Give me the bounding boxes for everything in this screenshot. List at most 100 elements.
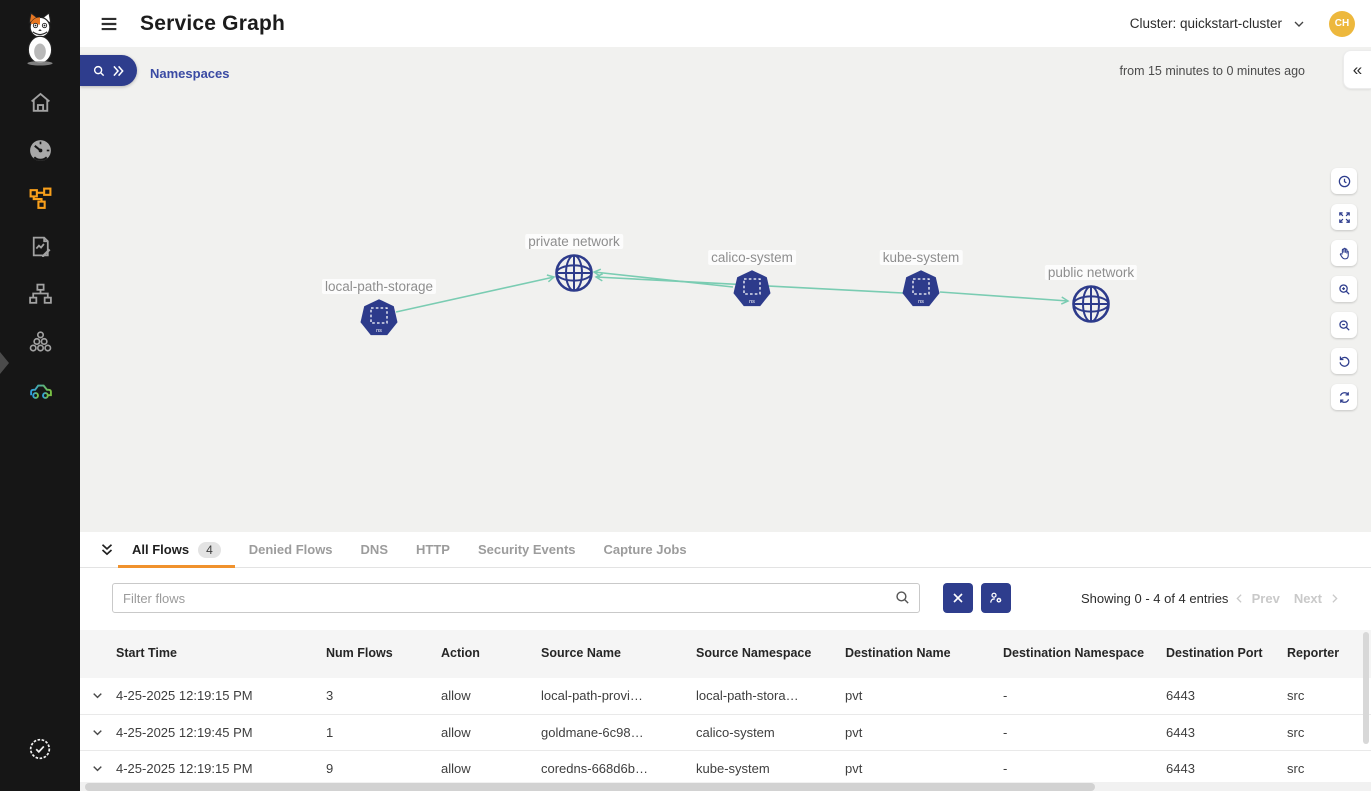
tab-dns[interactable]: DNS [347,532,402,567]
table-row[interactable]: 4-25-2025 12:19:45 PM 1 allow goldmane-6c98… [80,714,1371,751]
clear-filter-button[interactable] [943,583,973,613]
collapse-flows-button[interactable] [96,532,118,567]
horizontal-scrollbar[interactable] [85,782,1095,791]
tab-http[interactable]: HTTP [402,532,464,567]
next-button[interactable]: Next [1293,590,1322,606]
tab-denied-flows[interactable]: Denied Flows [235,532,347,567]
table-cell: 1 [326,724,334,740]
chevrons-left-icon: « [1352,59,1363,79]
avatar[interactable]: CH [1329,10,1355,37]
tab-security-events[interactable]: Security Events [464,532,590,567]
car-icon [29,384,52,399]
report-pencil-icon [32,236,50,257]
sidebar-item-compliance-reports[interactable] [0,222,80,270]
tab-badge: 4 [198,541,221,558]
time-settings-button[interactable] [1331,168,1357,194]
chevron-down-icon [93,729,102,736]
top-bar: Service Graph Cluster: quickstart-cluste… [80,0,1371,47]
page-title: Service Graph [140,11,286,35]
refresh-icon [1339,391,1349,403]
fit-screen-icon [1338,211,1350,223]
table-cell: - [1003,724,1008,740]
pagination: Prev Next [1233,591,1341,606]
sidebar-item-dashboard[interactable] [0,126,80,174]
time-range-label: from 15 minutes to 0 minutes ago [1119,64,1305,78]
filter-flows-input[interactable] [112,583,920,613]
refresh-button[interactable] [1331,384,1357,410]
table-cell: goldmane-6c98… [541,724,644,740]
graph-node-private-network[interactable] [555,254,593,292]
sidebar [0,0,80,791]
hamburger-menu-button[interactable] [96,11,122,37]
table-cell: src [1287,688,1305,704]
undo-icon [1339,356,1349,367]
column-header: Start Time [116,646,177,661]
hamburger-icon [101,17,117,30]
tab-capture-jobs[interactable]: Capture Jobs [590,532,701,567]
fit-screen-button[interactable] [1331,204,1357,230]
table-cell: - [1003,688,1008,704]
table-cell: 9 [326,761,334,777]
close-icon [953,593,963,603]
graph-node-public-network[interactable] [1072,285,1110,323]
sidebar-item-guided-tour[interactable] [0,366,80,414]
search-icon [896,591,909,604]
flow-rbac-button[interactable] [981,583,1011,613]
expand-side-panel-button[interactable]: « [1343,50,1371,89]
column-header: Source Namespace [696,646,812,661]
calico-cat-logo [27,12,53,66]
table-cell: 4-25-2025 12:19:15 PM [116,688,253,704]
table-cell: pvt [845,688,863,704]
table-cell: 3 [326,688,334,704]
table-cell: pvt [845,761,863,777]
tab-all-flows[interactable]: All Flows 4 [118,532,235,568]
filter-row: Showing 0 - 4 of 4 entries Prev Next [112,583,1355,613]
verified-badge-icon [29,738,51,760]
dashboard-gauge-icon [29,139,51,161]
sidebar-item-verified[interactable] [0,725,80,773]
sidebar-item-network-policies[interactable] [0,270,80,318]
column-header: Destination Name [845,646,951,661]
tab-label: DNS [360,542,388,557]
graph-node-kube-system[interactable]: ns [902,270,940,307]
graph-canvas[interactable]: ns ns ns local-path-storage private network… [80,47,1371,532]
column-header: Destination Namespace [1003,646,1145,661]
zoom-out-button[interactable] [1331,312,1357,338]
sidebar-item-service-graph[interactable] [0,174,80,374]
table-cell: 4-25-2025 12:19:15 PM [116,761,253,777]
clock-icon [1338,175,1350,187]
table-cell: 6443 [1166,724,1195,740]
graph-search-button[interactable] [80,55,137,86]
vertical-scrollbar[interactable] [1363,632,1369,744]
prev-button[interactable]: Prev [1251,590,1280,606]
graph-node-label: private network [525,234,623,249]
tab-label: HTTP [416,542,450,557]
column-header: Source Name [541,646,621,661]
table-cell: 6443 [1166,761,1195,777]
row-expand-button[interactable] [88,689,116,702]
row-expand-button[interactable] [88,726,116,739]
column-header: Num Flows [326,646,393,661]
graph-node-label: calico-system [708,250,796,265]
table-cell: local-path-stora… [696,688,799,704]
pan-tool-button[interactable] [1331,240,1357,266]
cluster-selector[interactable]: Cluster: quickstart-cluster [1130,16,1307,32]
sidebar-item-home[interactable] [0,78,80,126]
table-row[interactable]: 4-25-2025 12:19:15 PM 3 allow local-path-pr… [80,678,1371,715]
svg-text:ns: ns [376,328,382,334]
table-cell: src [1287,724,1305,740]
row-expand-button[interactable] [88,762,116,775]
service-graph-icon [29,187,51,209]
zoom-in-button[interactable] [1331,276,1357,302]
graph-node-local-path-storage[interactable]: ns [360,299,398,336]
tab-label: All Flows [132,542,190,557]
chevron-right-icon [1332,593,1338,603]
flows-tabbar: All Flows 4 Denied Flows DNS HTTP Security Ev… [80,532,1371,568]
graph-node-calico-system[interactable]: ns [733,270,771,307]
breadcrumb[interactable]: Namespaces [150,66,230,81]
undo-layout-button[interactable] [1331,348,1357,374]
table-cell: allow [441,761,471,777]
sidebar-item-clusters[interactable] [0,318,80,366]
table-cell: allow [441,688,471,704]
tab-label: Denied Flows [248,542,333,557]
